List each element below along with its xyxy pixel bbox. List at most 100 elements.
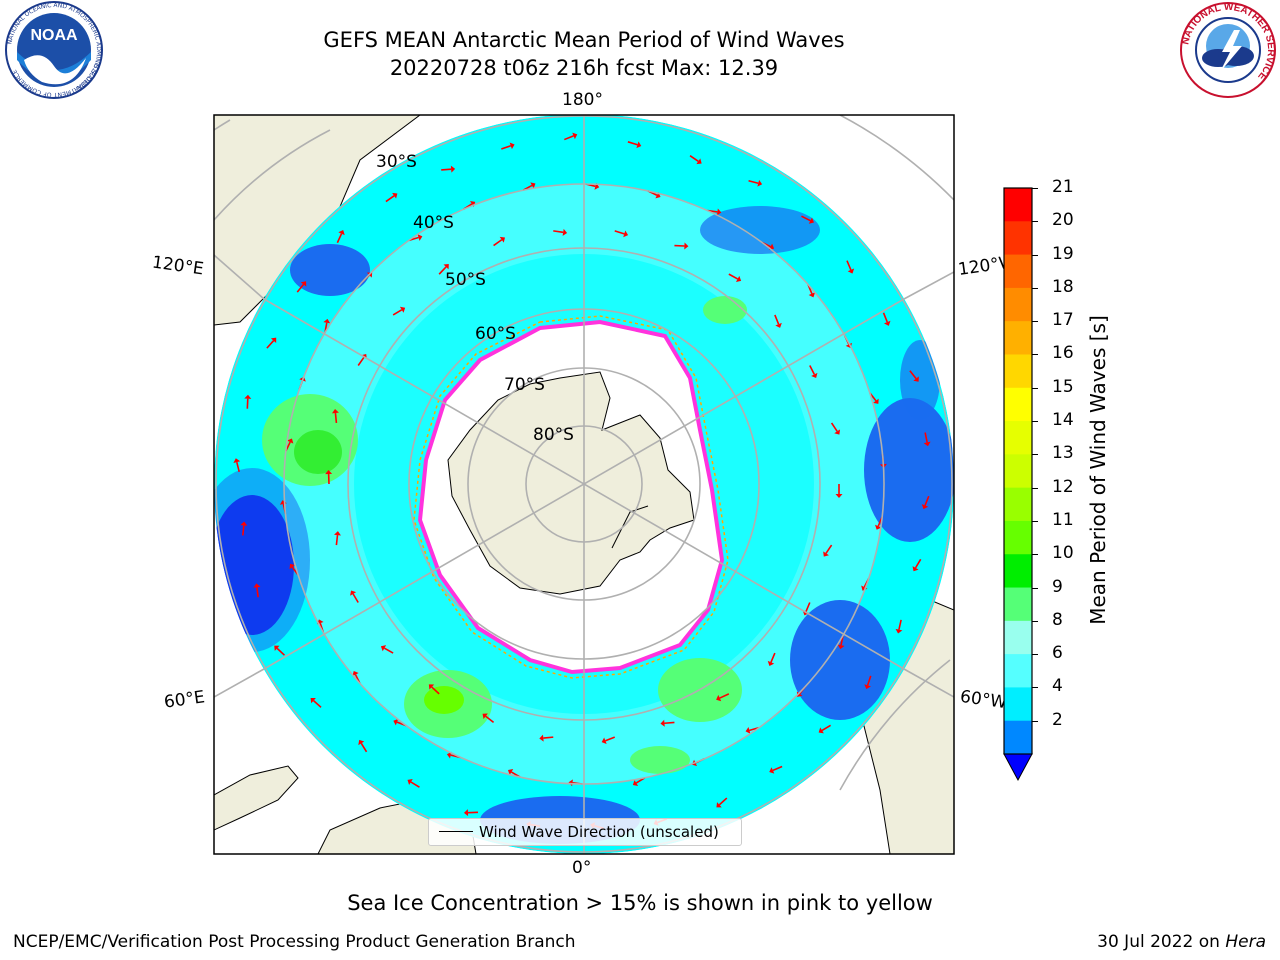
wind-arrow — [801, 215, 811, 222]
wind-arrow-head — [875, 524, 882, 530]
antarctica-land — [447, 371, 695, 595]
colorbar-band — [1004, 620, 1032, 655]
colorbar-tick-mark — [1032, 287, 1038, 289]
wind-arrow — [866, 675, 872, 686]
wind-arrow-head — [655, 192, 661, 199]
colorbar-tick-mark — [1032, 387, 1038, 389]
wind-arrow — [384, 647, 394, 654]
wind-arrow-head — [835, 494, 843, 498]
lat-label-60s: 60°S — [475, 324, 516, 344]
map-legend: Wind Wave Direction (unscaled) — [428, 818, 742, 846]
wind-arrow-head — [735, 275, 742, 283]
wind-arrow — [924, 495, 930, 506]
wind-arrow-head — [769, 767, 775, 774]
colorbar-band — [1004, 354, 1032, 389]
colorbar-tick-label: 4 — [1052, 676, 1063, 697]
wind-arrow-head — [253, 583, 261, 588]
wind-arrow — [313, 700, 322, 708]
wind-arrow — [385, 195, 395, 203]
wind-arrow — [825, 544, 833, 554]
wind-arrow-head — [921, 504, 929, 510]
wind-arrow — [614, 230, 625, 235]
wind-arrow — [357, 356, 365, 366]
colorbar-tick-label: 14 — [1052, 410, 1074, 431]
colorbar-tick-mark — [1032, 587, 1038, 589]
wind-arrow-head — [823, 551, 829, 557]
map-frame — [213, 114, 955, 855]
wind-arrow-head — [562, 228, 568, 236]
wind-arrow-head — [244, 394, 252, 399]
lat-label-30s: 30°S — [376, 152, 417, 172]
wind-arrow-head — [310, 697, 316, 704]
wind-arrow-head — [350, 590, 357, 596]
wind-arrow-head — [847, 268, 855, 274]
wind-arrow-head — [808, 217, 814, 224]
madagascar-land — [214, 765, 299, 831]
wind-arrow-head — [352, 671, 359, 677]
wind-arrow-head — [775, 322, 782, 328]
wind-arrow-head — [696, 158, 702, 165]
wind-arrow-head — [358, 739, 365, 746]
wind-arrow-head — [393, 718, 399, 726]
wind-arrow-head — [325, 470, 333, 475]
wind-arrow-head — [233, 458, 241, 464]
wind-arrow-head — [331, 409, 339, 414]
graticule — [215, 115, 953, 854]
wind-arrow-head — [417, 234, 423, 241]
wind-arrow-head — [463, 809, 469, 817]
wind-arrow — [882, 312, 888, 323]
noaa-logo: NOAA NATIONAL OCEANIC AND ATMOSPHERIC AD… — [5, 1, 103, 99]
colorbar-tick-label: 13 — [1052, 443, 1074, 464]
lat-label-40s: 40°S — [413, 213, 454, 233]
wind-arrow-head — [274, 645, 280, 651]
wind-arrow-head — [338, 230, 345, 236]
wind-arrow-head — [757, 179, 763, 187]
wind-arrow — [770, 652, 776, 663]
wind-arrow — [718, 797, 728, 806]
lat-label-80s: 80°S — [533, 425, 574, 445]
wind-arrow-head — [636, 141, 642, 149]
lon-label-0: 0° — [572, 858, 592, 878]
wind-arrow — [336, 233, 343, 244]
colorbar-tick-mark — [1032, 487, 1038, 489]
wind-arrow-head — [323, 318, 331, 324]
wind-arrow-head — [399, 306, 406, 313]
wind-arrow-head — [499, 236, 505, 243]
colorbar-band — [1004, 221, 1032, 256]
colorbar-tick-label: 17 — [1052, 310, 1074, 331]
wind-arrow — [392, 309, 403, 316]
colorbar-tick-label: 16 — [1052, 343, 1074, 364]
wind-arrow-head — [864, 684, 871, 690]
lat-label-50s: 50°S — [445, 270, 486, 290]
wind-arrow-head — [334, 531, 341, 536]
wind-arrow-head — [837, 644, 845, 650]
wind-arrow — [438, 266, 447, 275]
wind-arrow-head — [601, 737, 607, 744]
chart-subtitle: 20220728 t06z 216h fcst Max: 12.39 — [389, 56, 779, 80]
wind-arrow-head — [913, 376, 919, 382]
wind-arrow-head — [873, 398, 879, 404]
wind-arrow-head — [808, 292, 816, 298]
colorbar-tick-mark — [1032, 454, 1038, 456]
colorbar-band — [1004, 587, 1032, 622]
wind-arrow — [830, 422, 838, 432]
colorbar-tick-mark — [1032, 620, 1038, 622]
wind-arrow-head — [289, 563, 296, 570]
wind-arrow-head — [572, 132, 578, 140]
wind-arrow — [689, 155, 699, 162]
colorbar-band — [1004, 421, 1032, 455]
map-area — [214, 115, 954, 854]
colorbar-band — [1004, 387, 1032, 422]
wind-arrow — [242, 525, 245, 536]
wind-arrow-head — [482, 713, 488, 720]
colorbar-tick-mark — [1032, 687, 1038, 689]
footer-machine: Hera — [1225, 932, 1266, 952]
colorbar-band — [1004, 454, 1032, 489]
wind-arrow — [360, 742, 368, 753]
colorbar-label: Mean Period of Wind Waves [s] — [1086, 315, 1110, 625]
wind-arrow — [335, 534, 339, 546]
colorbar-tick-label: 9 — [1052, 576, 1063, 597]
wind-arrow — [898, 619, 902, 630]
colorbar-band — [1004, 554, 1032, 589]
wind-arrow — [485, 715, 495, 724]
